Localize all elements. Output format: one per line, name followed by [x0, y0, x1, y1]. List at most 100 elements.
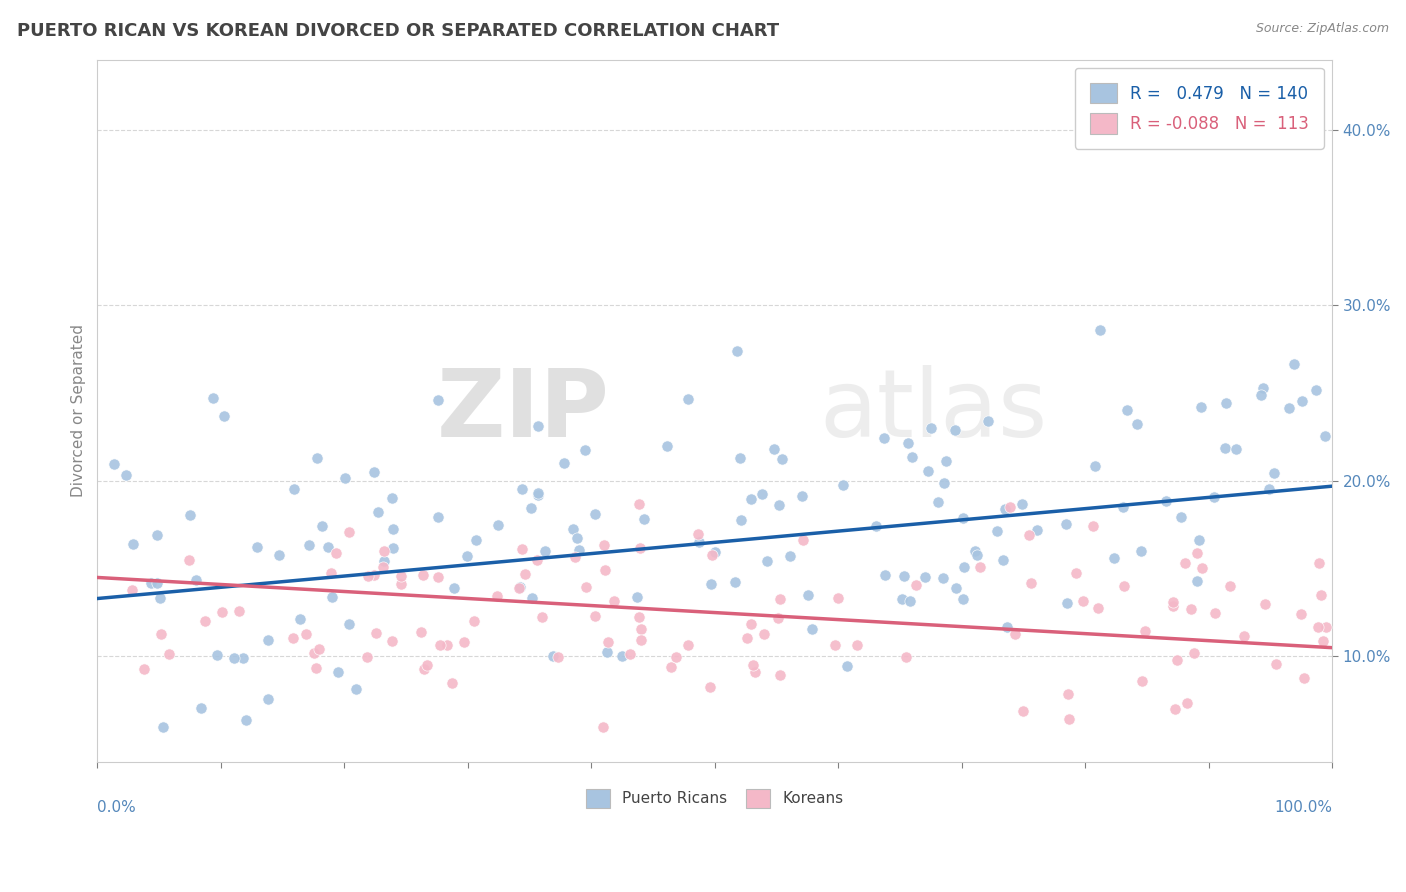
- Point: [1175, 696, 1198, 710]
- Point: [149, 591, 172, 605]
- Point: [790, 489, 813, 503]
- Point: [1282, 357, 1305, 371]
- Point: [541, 648, 564, 663]
- Point: [381, 491, 404, 505]
- Point: [150, 627, 173, 641]
- Point: [583, 507, 606, 521]
- Point: [194, 614, 217, 628]
- Point: [1025, 523, 1047, 537]
- Point: [575, 580, 598, 594]
- Point: [768, 498, 790, 512]
- Point: [1133, 624, 1156, 639]
- Point: [904, 578, 927, 592]
- Point: [1130, 674, 1153, 689]
- Point: [1250, 388, 1272, 402]
- Point: [891, 592, 914, 607]
- Text: ZIP: ZIP: [437, 365, 610, 457]
- Point: [630, 623, 652, 637]
- Point: [426, 570, 449, 584]
- Point: [412, 568, 434, 582]
- Point: [1087, 601, 1109, 615]
- Text: PUERTO RICAN VS KOREAN DIVORCED OR SEPARATED CORRELATION CHART: PUERTO RICAN VS KOREAN DIVORCED OR SEPAR…: [17, 22, 779, 40]
- Text: 0.0%: 0.0%: [97, 800, 136, 815]
- Point: [766, 611, 789, 625]
- Point: [1215, 395, 1237, 409]
- Point: [966, 548, 988, 562]
- Point: [901, 450, 924, 464]
- Point: [742, 658, 765, 673]
- Point: [977, 413, 1000, 427]
- Point: [969, 560, 991, 574]
- Point: [593, 563, 616, 577]
- Point: [1233, 630, 1256, 644]
- Point: [792, 533, 814, 547]
- Point: [831, 478, 853, 492]
- Point: [1084, 458, 1107, 473]
- Point: [1054, 517, 1077, 532]
- Point: [333, 471, 356, 485]
- Point: [366, 626, 388, 640]
- Point: [752, 626, 775, 640]
- Point: [308, 641, 330, 656]
- Point: [190, 701, 212, 715]
- Point: [283, 482, 305, 496]
- Point: [700, 549, 723, 563]
- Point: [1011, 497, 1033, 511]
- Point: [740, 491, 762, 506]
- Point: [655, 439, 678, 453]
- Point: [943, 423, 966, 437]
- Point: [325, 547, 347, 561]
- Point: [509, 580, 531, 594]
- Point: [865, 519, 887, 533]
- Point: [619, 648, 641, 662]
- Point: [1126, 417, 1149, 431]
- Point: [1161, 595, 1184, 609]
- Point: [633, 512, 655, 526]
- Point: [316, 540, 339, 554]
- Point: [1056, 597, 1078, 611]
- Point: [235, 713, 257, 727]
- Point: [665, 649, 688, 664]
- Point: [1312, 633, 1334, 648]
- Point: [952, 592, 974, 607]
- Point: [344, 682, 367, 697]
- Point: [1114, 579, 1136, 593]
- Point: [688, 535, 710, 549]
- Point: [246, 540, 269, 554]
- Point: [740, 616, 762, 631]
- Point: [995, 620, 1018, 634]
- Point: [603, 593, 626, 607]
- Point: [769, 668, 792, 682]
- Point: [1263, 466, 1285, 480]
- Point: [1305, 384, 1327, 398]
- Point: [593, 538, 616, 552]
- Point: [894, 649, 917, 664]
- Point: [157, 647, 180, 661]
- Point: [139, 575, 162, 590]
- Point: [659, 660, 682, 674]
- Point: [337, 616, 360, 631]
- Point: [769, 591, 792, 606]
- Point: [321, 591, 343, 605]
- Point: [427, 392, 450, 407]
- Point: [533, 543, 555, 558]
- Point: [994, 502, 1017, 516]
- Point: [121, 583, 143, 598]
- Point: [627, 609, 650, 624]
- Point: [228, 604, 250, 618]
- Point: [1189, 400, 1212, 414]
- Point: [1064, 566, 1087, 580]
- Point: [1188, 533, 1211, 548]
- Point: [214, 409, 236, 423]
- Point: [897, 435, 920, 450]
- Point: [1225, 442, 1247, 457]
- Point: [1154, 493, 1177, 508]
- Point: [1180, 602, 1202, 616]
- Point: [1182, 646, 1205, 660]
- Point: [357, 569, 380, 583]
- Point: [1012, 704, 1035, 718]
- Point: [917, 464, 939, 478]
- Point: [1174, 557, 1197, 571]
- Point: [1116, 403, 1139, 417]
- Point: [115, 468, 138, 483]
